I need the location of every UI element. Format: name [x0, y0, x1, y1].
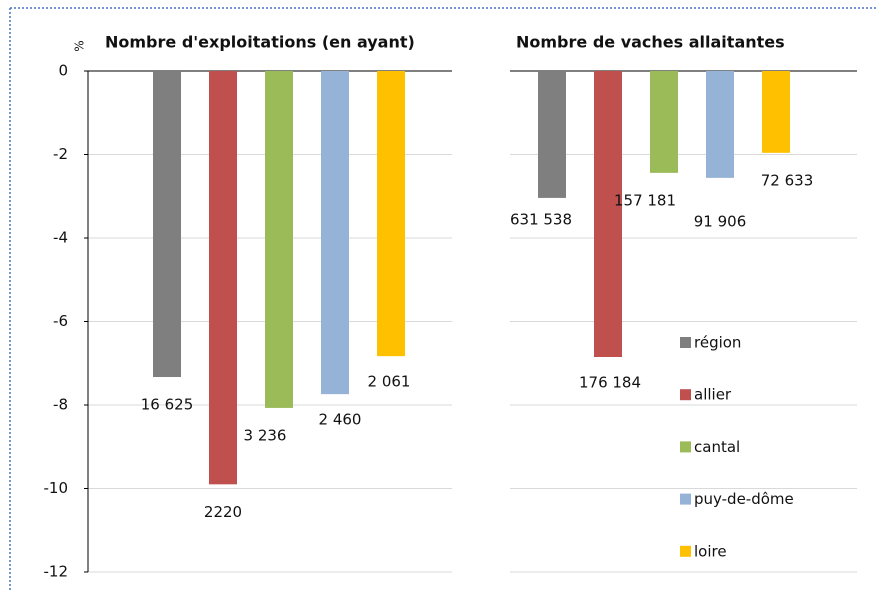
bar — [265, 71, 293, 408]
bar-annotation: 3 236 — [244, 426, 287, 444]
y-tick-label: -12 — [44, 563, 69, 581]
y-axis-label: % — [73, 40, 87, 51]
bar-annotation: 2220 — [204, 503, 242, 521]
bar-annotation: 2 460 — [319, 411, 362, 429]
legend-label: allier — [694, 386, 732, 404]
y-tick-label: 0 — [58, 62, 68, 80]
bar-annotation: 91 906 — [694, 212, 747, 230]
bar — [706, 71, 734, 178]
chart-title: Nombre d'exploitations (en ayant) — [105, 33, 415, 52]
legend-label: loire — [694, 542, 727, 560]
y-tick-label: -8 — [53, 396, 68, 414]
legend-swatch — [680, 441, 691, 453]
y-tick-label: -10 — [44, 479, 69, 497]
bar — [209, 71, 237, 485]
bar — [594, 71, 622, 357]
bar-annotation: 72 633 — [761, 171, 814, 189]
y-tick-label: -4 — [53, 229, 68, 247]
legend-swatch — [680, 493, 691, 505]
bar — [377, 71, 405, 357]
bar — [650, 71, 678, 173]
legend-label: cantal — [694, 438, 740, 456]
y-tick-label: -6 — [53, 312, 68, 330]
bar — [762, 71, 790, 153]
bar-annotation: 16 625 — [141, 396, 194, 414]
bar — [538, 71, 566, 198]
bar — [321, 71, 349, 395]
chart-title: Nombre de vaches allaitantes — [516, 33, 785, 52]
bar-annotation: 2 061 — [368, 373, 411, 391]
legend-label: région — [694, 334, 741, 352]
bar — [153, 71, 181, 378]
legend-swatch — [680, 389, 691, 401]
bar-annotation: 176 184 — [579, 373, 641, 391]
legend-label: puy-de-dôme — [694, 490, 794, 508]
bar-annotation: 631 538 — [510, 210, 572, 228]
legend-swatch — [680, 545, 691, 557]
bar-annotation: 157 181 — [614, 191, 676, 209]
y-tick-label: -2 — [53, 145, 68, 163]
legend-swatch — [680, 337, 691, 348]
